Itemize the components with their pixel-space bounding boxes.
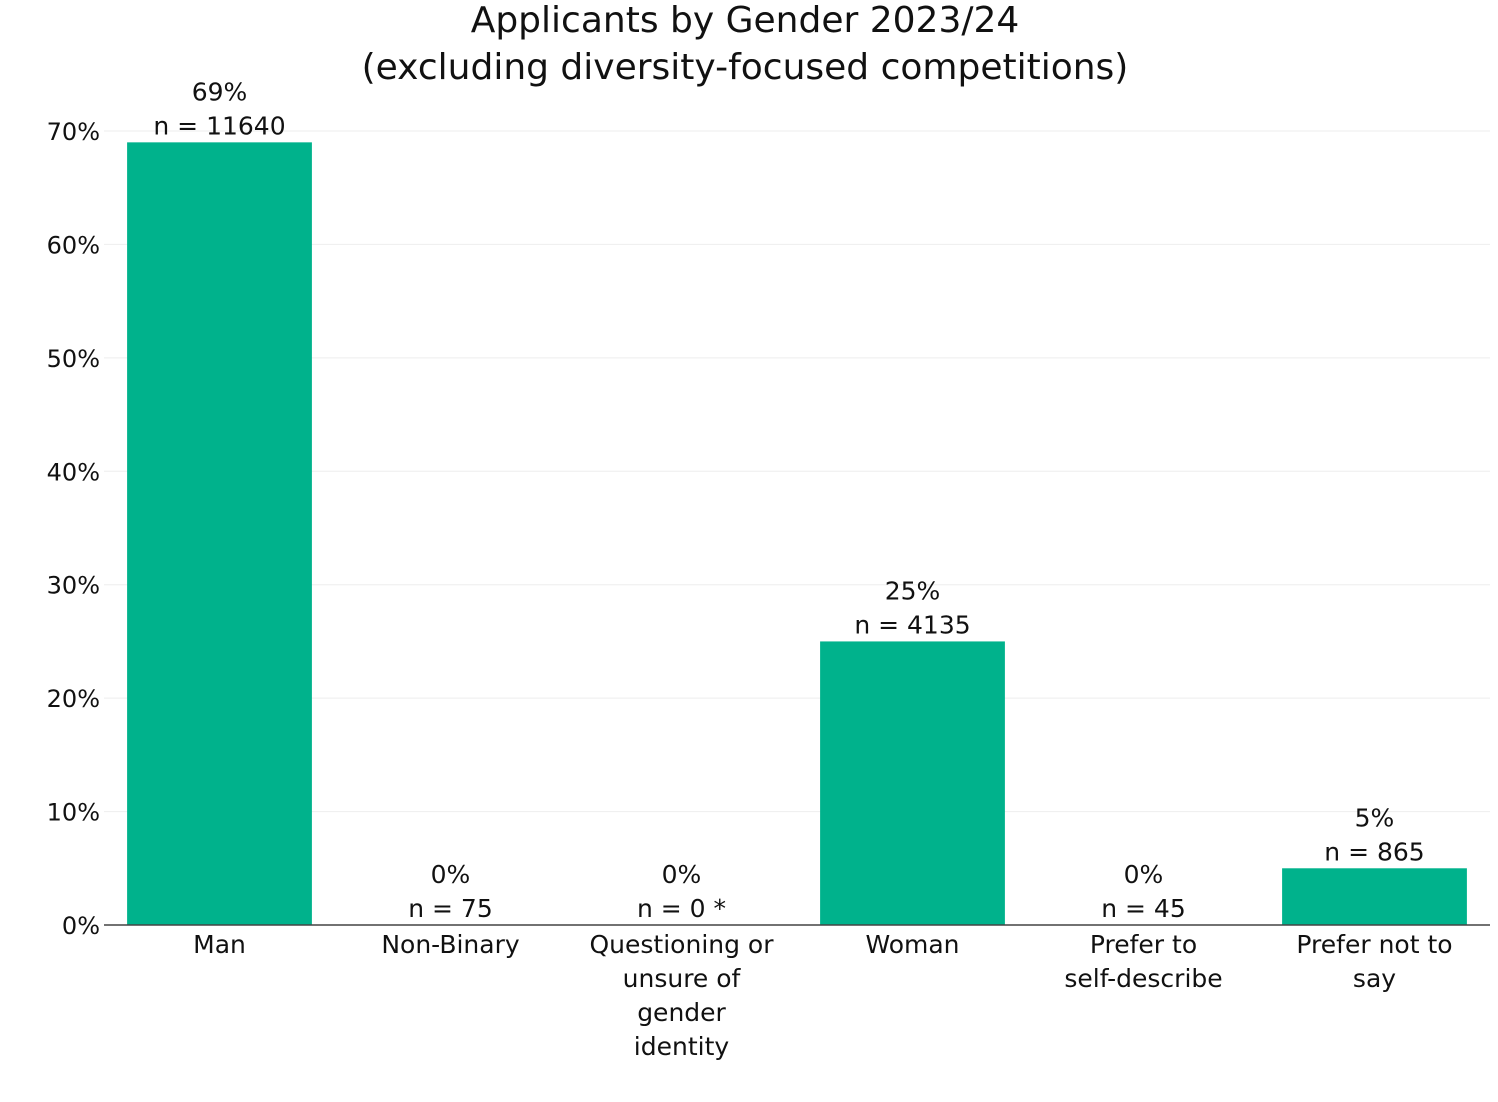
data-label: 5%	[1355, 803, 1395, 832]
y-tick-label: 50%	[47, 345, 100, 373]
data-label: n = 0 *	[637, 894, 726, 923]
y-tick-label: 10%	[47, 799, 100, 827]
data-label: n = 4135	[854, 610, 970, 639]
x-tick-label: self-describe	[1064, 964, 1222, 993]
bar	[820, 641, 1005, 925]
data-label: n = 45	[1101, 894, 1186, 923]
bar	[1282, 868, 1467, 925]
x-tick-label: Man	[193, 930, 246, 959]
x-tick-label: say	[1353, 964, 1396, 993]
x-tick-label: identity	[634, 1032, 730, 1061]
chart-title: Applicants by Gender 2023/24	[471, 0, 1020, 41]
x-tick-label: gender	[637, 998, 726, 1027]
x-tick-label: Non-Binary	[381, 930, 520, 959]
chart-title: (excluding diversity-focused competition…	[362, 47, 1129, 88]
y-tick-label: 20%	[47, 685, 100, 713]
x-tick-label: Prefer to	[1090, 930, 1197, 959]
x-tick-label: unsure of	[623, 964, 742, 993]
data-label: 0%	[431, 860, 471, 889]
x-tick-label: Questioning or	[590, 930, 775, 959]
data-label: n = 865	[1324, 837, 1424, 866]
y-tick-label: 70%	[47, 118, 100, 146]
data-label: 0%	[1124, 860, 1164, 889]
bar	[127, 142, 312, 926]
data-label: 69%	[192, 77, 248, 106]
data-label: 0%	[662, 860, 702, 889]
y-tick-label: 40%	[47, 458, 100, 486]
y-tick-label: 30%	[47, 572, 100, 600]
data-label: n = 75	[408, 894, 493, 923]
data-label: n = 11640	[153, 111, 285, 140]
y-tick-label: 0%	[62, 912, 100, 940]
x-tick-label: Prefer not to	[1296, 930, 1452, 959]
data-label: 25%	[885, 576, 941, 605]
y-tick-label: 60%	[47, 231, 100, 259]
x-tick-label: Woman	[865, 930, 959, 959]
